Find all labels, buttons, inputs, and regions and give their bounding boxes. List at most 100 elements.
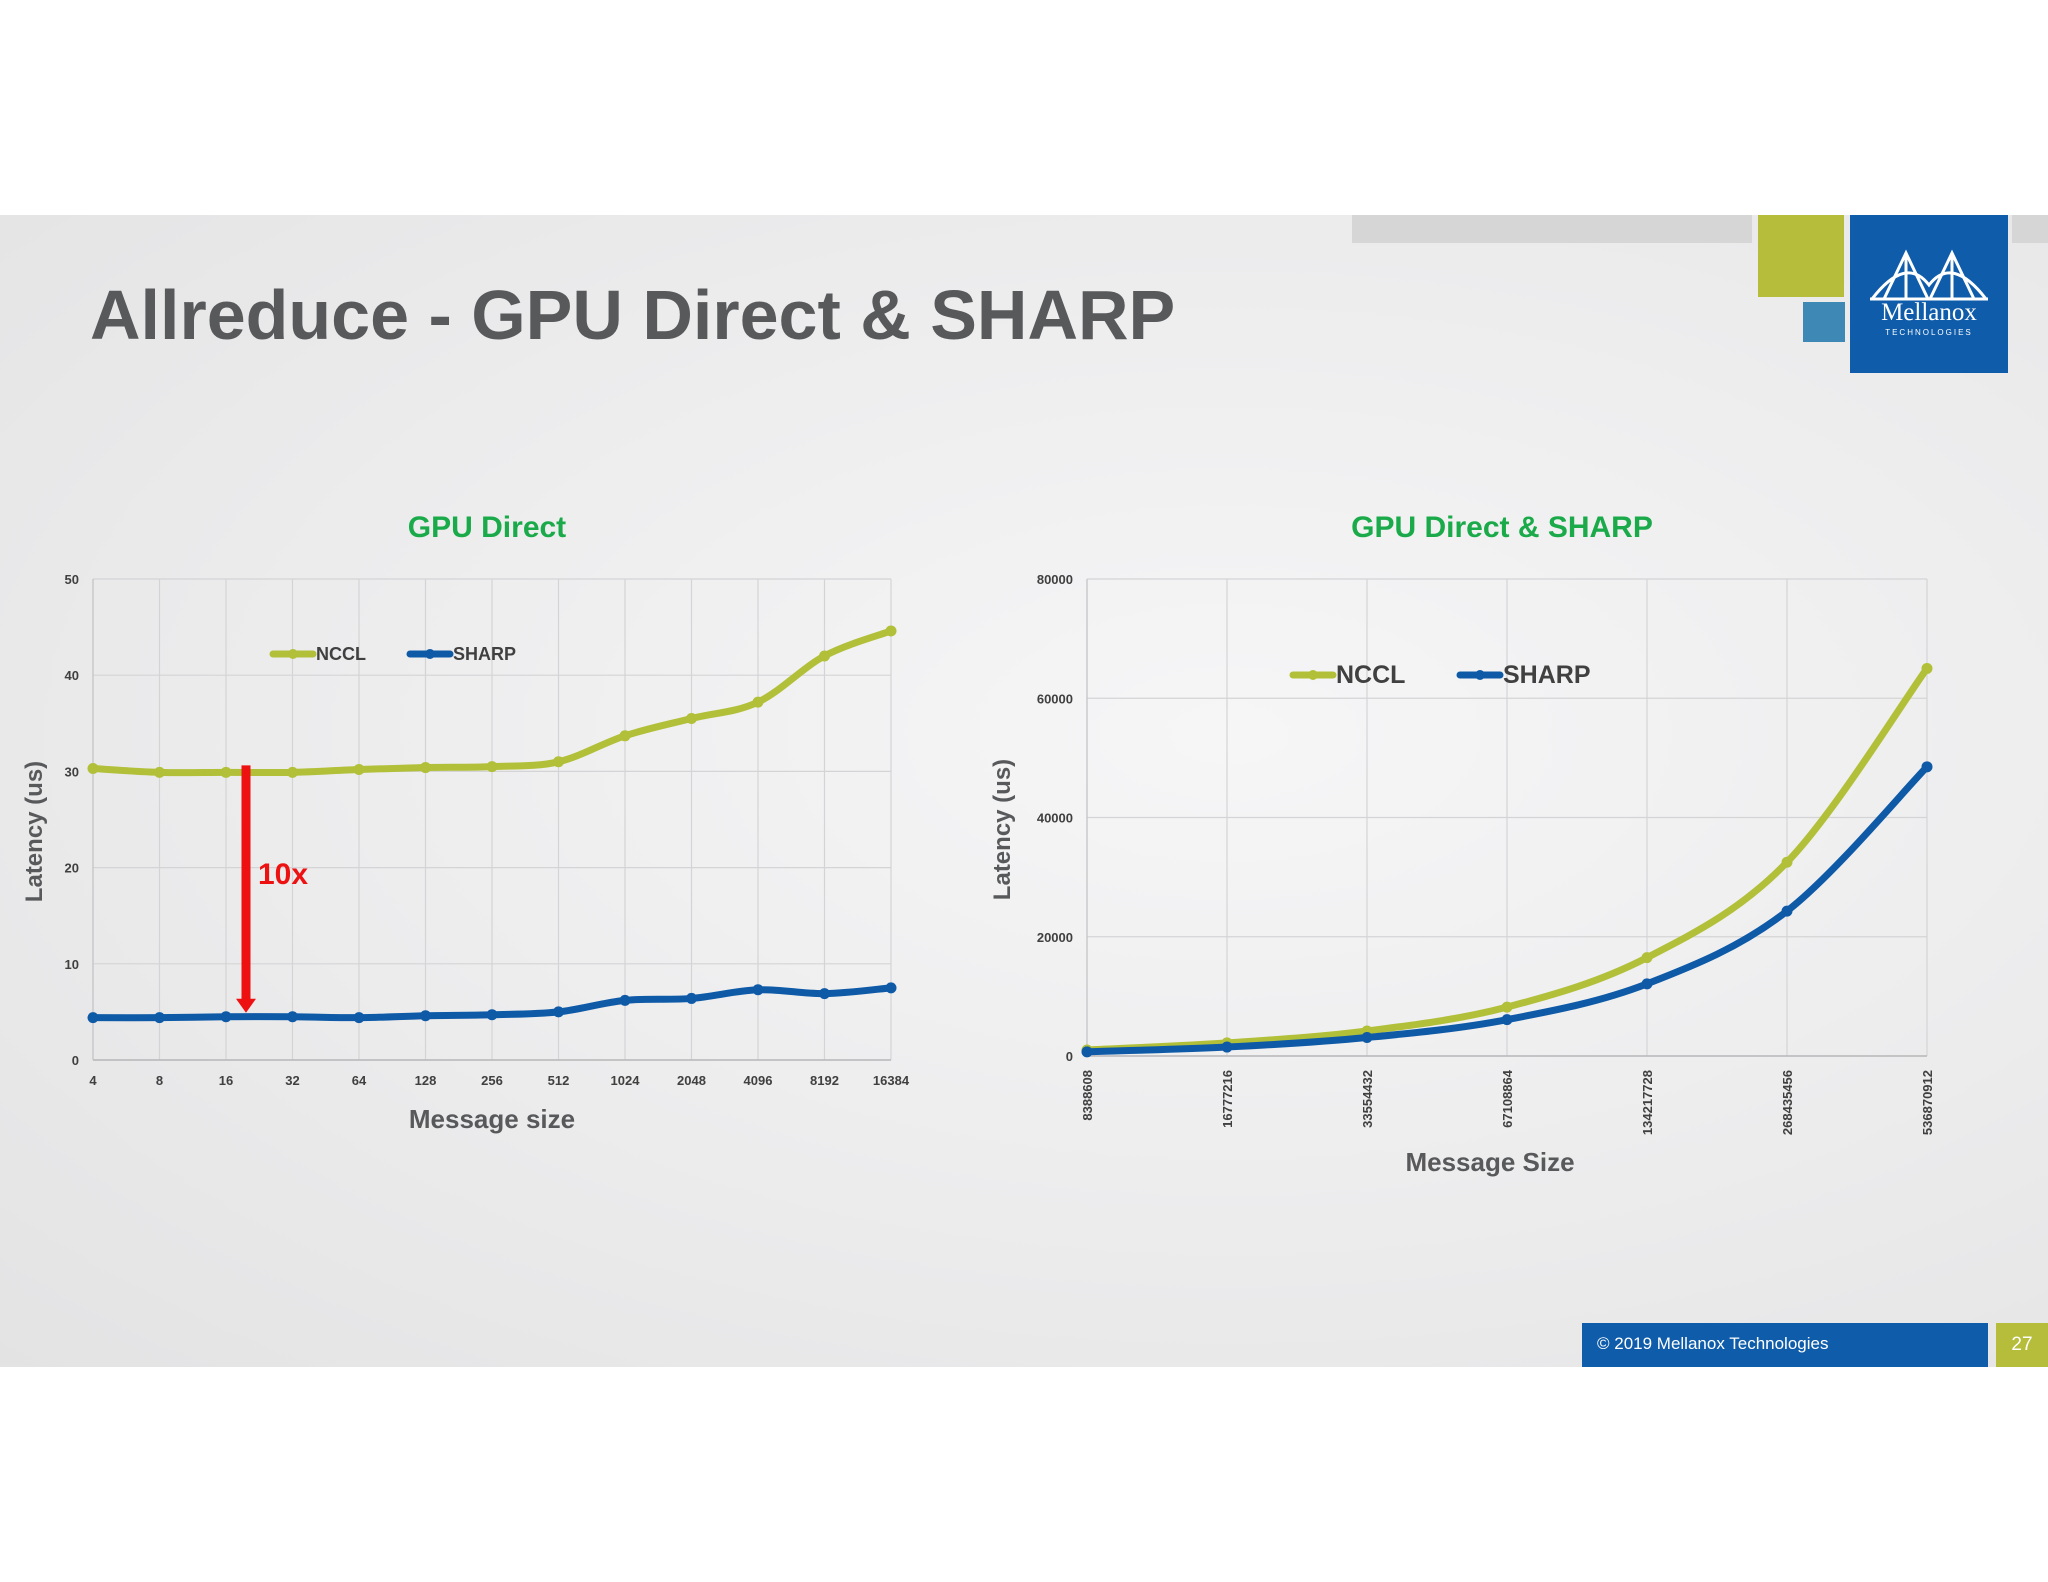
data-point-sharp (1501, 1014, 1513, 1026)
chart-title: GPU Direct & SHARP (1351, 511, 1653, 544)
header-grey-bar (1352, 215, 1752, 243)
data-point-nccl (1501, 1001, 1513, 1013)
data-point-sharp (752, 984, 764, 996)
data-point-sharp (1361, 1032, 1373, 1044)
y-tick-label: 0 (72, 1053, 79, 1068)
x-axis-title: Message Size (1405, 1147, 1574, 1177)
mellanox-logo: Mellanox TECHNOLOGIES (1850, 215, 2008, 373)
logo-subtext: TECHNOLOGIES (1885, 328, 1973, 337)
page-number: 27 (1996, 1323, 2048, 1367)
y-tick-label: 60000 (1037, 691, 1073, 706)
data-point-nccl (287, 766, 298, 778)
data-point-sharp (486, 1009, 498, 1021)
y-tick-label: 20 (65, 861, 79, 876)
data-point-nccl (819, 650, 830, 662)
chart-1: 0 10 20 30 40 50 4 8 16 32 64 128 256 512 1024 2048 4096… (21, 511, 910, 1134)
legend-marker-nccl (1308, 670, 1318, 680)
header-grey-bar-right (2012, 215, 2048, 243)
x-tick-label: 32 (285, 1073, 299, 1088)
data-point-sharp (1641, 978, 1653, 990)
data-point-nccl (486, 761, 498, 773)
y-tick-label: 80000 (1037, 572, 1073, 587)
data-point-sharp (420, 1010, 431, 1022)
x-tick-label: 16384 (873, 1073, 910, 1088)
annotation-label: 10x (258, 858, 308, 891)
data-point-nccl (885, 625, 897, 637)
data-point-sharp (1921, 761, 1933, 773)
y-tick-label: 30 (65, 764, 79, 779)
chart-2: 0 20000 40000 60000 80000 8388608 16777216 3355… (989, 511, 1935, 1177)
y-tick-label: 40 (65, 668, 79, 683)
x-tick-label: 8192 (810, 1073, 839, 1088)
y-tick-label: 20000 (1037, 930, 1073, 945)
x-tick-label: 67108864 (1500, 1069, 1515, 1128)
x-tick-label: 4 (89, 1073, 97, 1088)
data-point-nccl (353, 763, 365, 775)
data-point-nccl (1641, 952, 1653, 964)
slide: Mellanox TECHNOLOGIES Allreduce - GPU Di… (0, 215, 2048, 1367)
data-point-sharp (87, 1012, 99, 1024)
y-tick-label: 40000 (1037, 811, 1073, 826)
x-tick-label: 512 (548, 1073, 570, 1088)
data-point-nccl (553, 756, 564, 768)
x-tick-label: 8 (156, 1073, 163, 1088)
legend-label-sharp: SHARP (1503, 661, 1591, 689)
decor-green-square (1758, 215, 1844, 297)
chart-title: GPU Direct (408, 511, 566, 544)
legend-marker-sharp (425, 649, 435, 659)
data-point-nccl (686, 712, 697, 724)
y-tick-label: 10 (65, 957, 79, 972)
data-point-nccl (220, 766, 232, 778)
data-point-sharp (553, 1006, 564, 1018)
x-tick-label: 4096 (744, 1073, 773, 1088)
data-point-nccl (1781, 856, 1793, 868)
x-tick-label: 134217728 (1640, 1070, 1655, 1135)
charts-canvas: 0 10 20 30 40 50 4 8 16 32 64 128 256 512 1024 2048 4096… (21, 511, 1935, 1177)
chart-layer: 0 10 20 30 40 50 4 8 16 32 64 128 256 512 1024 2048 4096… (21, 511, 1935, 1177)
data-point-nccl (752, 696, 764, 708)
data-point-sharp (1221, 1041, 1233, 1053)
data-point-nccl (1921, 662, 1933, 674)
y-axis-title: Latency (us) (989, 759, 1016, 900)
data-point-nccl (154, 766, 165, 778)
x-tick-label: 8388608 (1080, 1070, 1095, 1121)
x-tick-label: 64 (352, 1073, 367, 1088)
legend-marker-sharp (1475, 670, 1485, 680)
y-tick-label: 50 (65, 572, 79, 587)
data-point-sharp (885, 982, 897, 994)
legend-label-nccl: NCCL (1336, 661, 1405, 689)
data-point-sharp (686, 992, 697, 1004)
x-tick-label: 256 (481, 1073, 503, 1088)
logo-wordmark: Mellanox (1881, 299, 1977, 326)
legend-marker-nccl (288, 649, 298, 659)
data-point-sharp (220, 1011, 232, 1023)
data-point-sharp (154, 1012, 165, 1024)
y-axis-title: Latency (us) (21, 761, 48, 902)
x-tick-label: 16 (219, 1073, 233, 1088)
footer-bar: © 2019 Mellanox Technologies (1582, 1323, 1988, 1367)
x-tick-label: 16777216 (1220, 1070, 1235, 1128)
annotation-arrow-head (236, 998, 256, 1013)
footer-copyright: © 2019 Mellanox Technologies (1597, 1334, 1829, 1353)
x-tick-label: 2048 (677, 1073, 706, 1088)
data-point-sharp (353, 1012, 365, 1024)
y-tick-label: 0 (1066, 1049, 1073, 1064)
x-tick-label: 128 (415, 1073, 437, 1088)
decor-blue-square (1803, 302, 1845, 342)
data-point-sharp (1781, 905, 1793, 917)
data-point-sharp (1081, 1046, 1093, 1058)
data-point-sharp (819, 988, 830, 1000)
legend-label-nccl: NCCL (316, 644, 366, 664)
data-point-nccl (420, 762, 431, 774)
bridge-icon (1870, 249, 1988, 301)
legend-label-sharp: SHARP (453, 644, 516, 664)
x-tick-label: 536870912 (1920, 1070, 1935, 1135)
x-tick-label: 1024 (611, 1073, 641, 1088)
x-tick-label: 268435456 (1780, 1070, 1795, 1135)
x-tick-label: 33554432 (1360, 1070, 1375, 1128)
page-title: Allreduce - GPU Direct & SHARP (90, 276, 1176, 354)
x-axis-title: Message size (409, 1104, 575, 1134)
data-point-nccl (619, 730, 631, 742)
data-point-sharp (287, 1011, 298, 1023)
data-point-nccl (87, 763, 99, 775)
